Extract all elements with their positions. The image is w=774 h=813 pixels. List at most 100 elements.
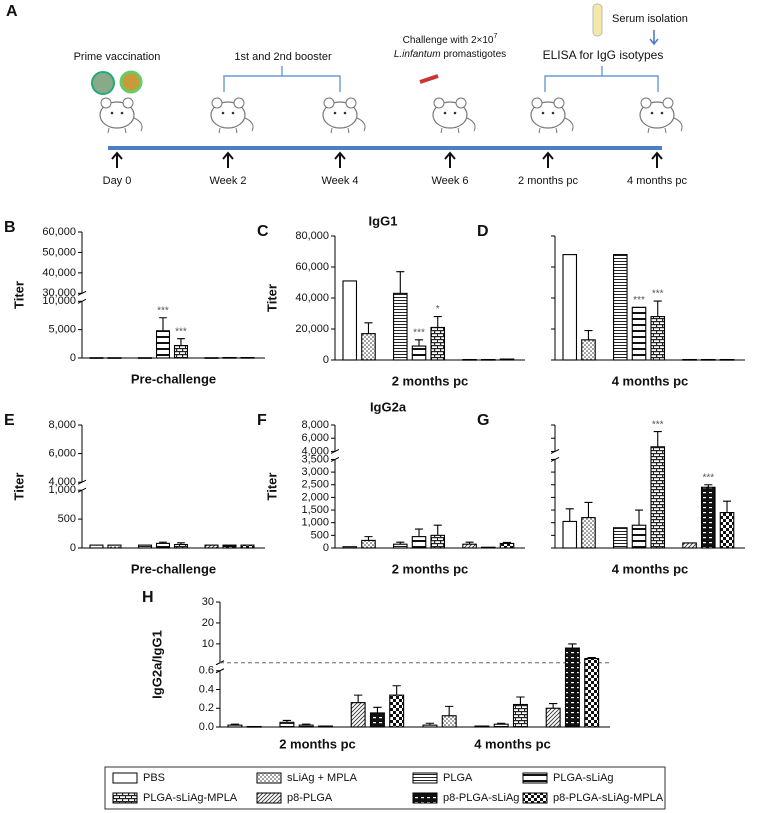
bar [719,358,735,361]
y-tick-label: 5,000 [48,324,76,336]
bracket [223,66,341,92]
text: 7 [494,33,498,40]
bar [240,356,255,359]
error-bar [425,722,435,726]
bar [411,536,427,549]
y-tick-label: 20 [202,617,214,629]
y-tick-label: 60,000 [42,226,76,238]
error-bar [584,501,593,518]
error-bar [364,536,373,541]
bar [279,721,295,728]
y-tick-label: 500 [311,529,329,541]
error-bar [516,696,525,705]
error-bar [282,719,292,723]
error-bar [373,706,382,713]
step-label: Challenge with 2×107 [403,33,498,46]
bar [650,316,666,361]
error-bar [653,431,662,447]
legend-label: p8-PLGA [287,792,333,804]
bar [474,725,490,728]
error-bar [722,500,732,513]
y-tick-label: 8,000 [48,419,76,431]
error-bar [414,339,424,347]
panel-label: E [4,412,15,429]
bar [682,358,697,361]
error-bar [549,703,558,709]
mouse [210,97,254,134]
legend-swatch [412,772,438,784]
arrow [649,30,659,46]
significance: * [436,304,440,315]
significance: *** [702,472,714,483]
panel-label: C [257,223,269,240]
y-tick-label: 10,000 [42,295,76,307]
error-bar [159,317,167,331]
bar [441,715,457,728]
error-bar [414,528,424,537]
error-bar [587,656,596,659]
bar [389,694,405,728]
timepoint-label: Week 2 [209,175,246,187]
bar [393,543,408,549]
timepoint-arrow [651,151,663,168]
legend-box [104,766,666,810]
legend-label: PBS [143,772,165,784]
bar [462,543,477,549]
mouse [322,97,366,134]
y-tick-label: 1,000 [48,484,76,496]
y-tick-label: 50,000 [42,246,76,258]
error-bar [396,271,405,294]
significance: *** [633,295,645,306]
x-axis-title: 4 months pc [612,561,689,576]
y-tick-label: 1,500 [301,504,329,516]
bar [613,254,628,361]
legend-swatch [522,792,548,804]
error-bar [396,541,405,545]
y-tick-label: 6,000 [301,432,329,444]
error-bar [159,541,167,544]
error-bar [392,685,401,696]
y-axis-title: Titer [11,281,26,309]
bar [222,544,237,549]
bar [430,534,446,549]
panel-label: D [477,223,489,240]
bar [89,544,104,549]
bar [137,544,153,549]
y-axis-title: Titer [264,473,279,501]
legend-label: PLGA [443,772,473,784]
x-axis-title: 4 months pc [612,373,689,388]
legend-swatch [112,772,138,784]
text: promastigotes [441,49,507,60]
y-tick-label: 4,000 [301,445,329,457]
mouse [639,97,683,134]
bar [227,724,243,728]
bar [481,358,496,361]
legend-label: PLGA-sLiAg-MPLA [143,792,238,804]
step-label: ELISA for IgG isotypes [543,48,664,62]
mouse [530,97,574,134]
step-label: Serum isolation [612,13,688,25]
legend-label: p8-PLGA-sLiAg-MPLA [553,792,664,804]
bar [430,326,446,361]
bar [411,345,427,361]
bar [173,543,188,549]
y-axis-title: Titer [264,284,279,312]
bar [361,333,376,361]
bar [137,357,153,359]
y-tick-label: 10 [202,638,214,650]
error-bar [502,541,512,544]
mouse [99,97,143,134]
legend-swatch [256,772,282,784]
icon-particle [91,71,115,95]
significance: *** [652,289,664,300]
timepoint-label: 2 months pc [518,175,578,187]
bar [499,542,515,549]
row-title: IgG2a [370,399,407,414]
text: L.infantum [394,49,441,60]
bar [422,724,438,728]
x-axis-title: 2 months pc [392,373,469,388]
error-bar [704,484,713,488]
x-category-label: 4 months pc [474,736,551,751]
error-bar [433,524,442,536]
timepoint-label: Day 0 [103,175,132,187]
